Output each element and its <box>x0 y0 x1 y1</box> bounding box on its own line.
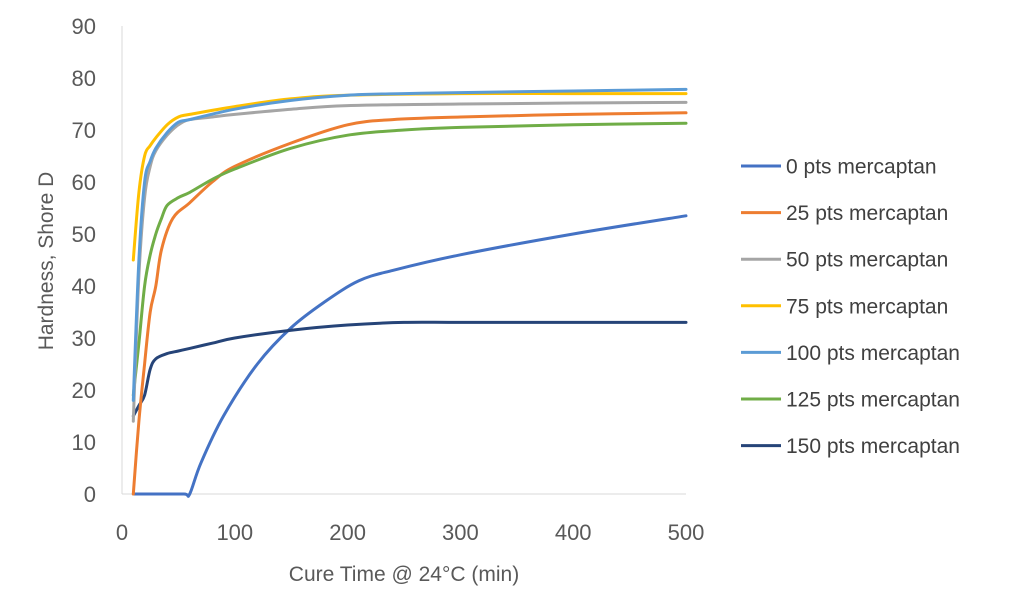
legend-item: 150 pts mercaptan <box>741 435 960 458</box>
legend-item: 0 pts mercaptan <box>741 156 937 179</box>
y-tick-label: 30 <box>72 326 96 351</box>
chart-legend: 0 pts mercaptan 25 pts mercaptan 50 pts me… <box>741 156 960 458</box>
legend-label: 25 pts mercaptan <box>786 202 948 225</box>
legend-label: 150 pts mercaptan <box>786 435 960 458</box>
y-tick-label: 0 <box>84 482 96 507</box>
x-tick-label: 300 <box>442 520 479 545</box>
y-tick-labels: 0 10 20 30 40 50 60 70 80 90 <box>72 14 96 507</box>
legend-label: 125 pts mercaptan <box>786 389 960 412</box>
series-line-150-pts-mercaptan <box>131 320 688 418</box>
x-tick-labels: 0 100 200 300 400 500 <box>116 520 704 545</box>
legend-label: 75 pts mercaptan <box>786 295 948 318</box>
legend-item: 25 pts mercaptan <box>741 202 948 225</box>
y-tick-label: 50 <box>72 222 96 247</box>
legend-item: 100 pts mercaptan <box>741 342 960 365</box>
chart-axes <box>121 26 686 495</box>
x-axis-title: Cure Time @ 24°C (min) <box>289 563 519 586</box>
x-tick-label: 500 <box>668 520 705 545</box>
legend-item: 125 pts mercaptan <box>741 389 960 412</box>
series-line-25-pts-mercaptan <box>131 111 688 496</box>
legend-label: 0 pts mercaptan <box>786 156 937 179</box>
x-tick-label: 0 <box>116 520 128 545</box>
series-line-50-pts-mercaptan <box>131 100 688 423</box>
y-tick-label: 10 <box>72 430 96 455</box>
series-line-100-pts-mercaptan <box>131 87 688 402</box>
legend-label: 50 pts mercaptan <box>786 249 948 272</box>
plot-series <box>131 87 688 498</box>
x-tick-label: 100 <box>216 520 253 545</box>
y-tick-label: 80 <box>72 66 96 91</box>
y-tick-label: 60 <box>72 170 96 195</box>
x-tick-label: 400 <box>555 520 592 545</box>
y-tick-label: 90 <box>72 14 96 39</box>
legend-item: 75 pts mercaptan <box>741 295 948 318</box>
y-axis-title: Hardness, Shore D <box>35 172 58 351</box>
series-line-125-pts-mercaptan <box>131 121 688 397</box>
y-tick-label: 20 <box>72 378 96 403</box>
legend-item: 50 pts mercaptan <box>741 249 948 272</box>
legend-label: 100 pts mercaptan <box>786 342 960 365</box>
x-tick-label: 200 <box>329 520 366 545</box>
y-tick-label: 70 <box>72 118 96 143</box>
series-line-0-pts-mercaptan <box>131 214 688 498</box>
y-tick-label: 40 <box>72 274 96 299</box>
